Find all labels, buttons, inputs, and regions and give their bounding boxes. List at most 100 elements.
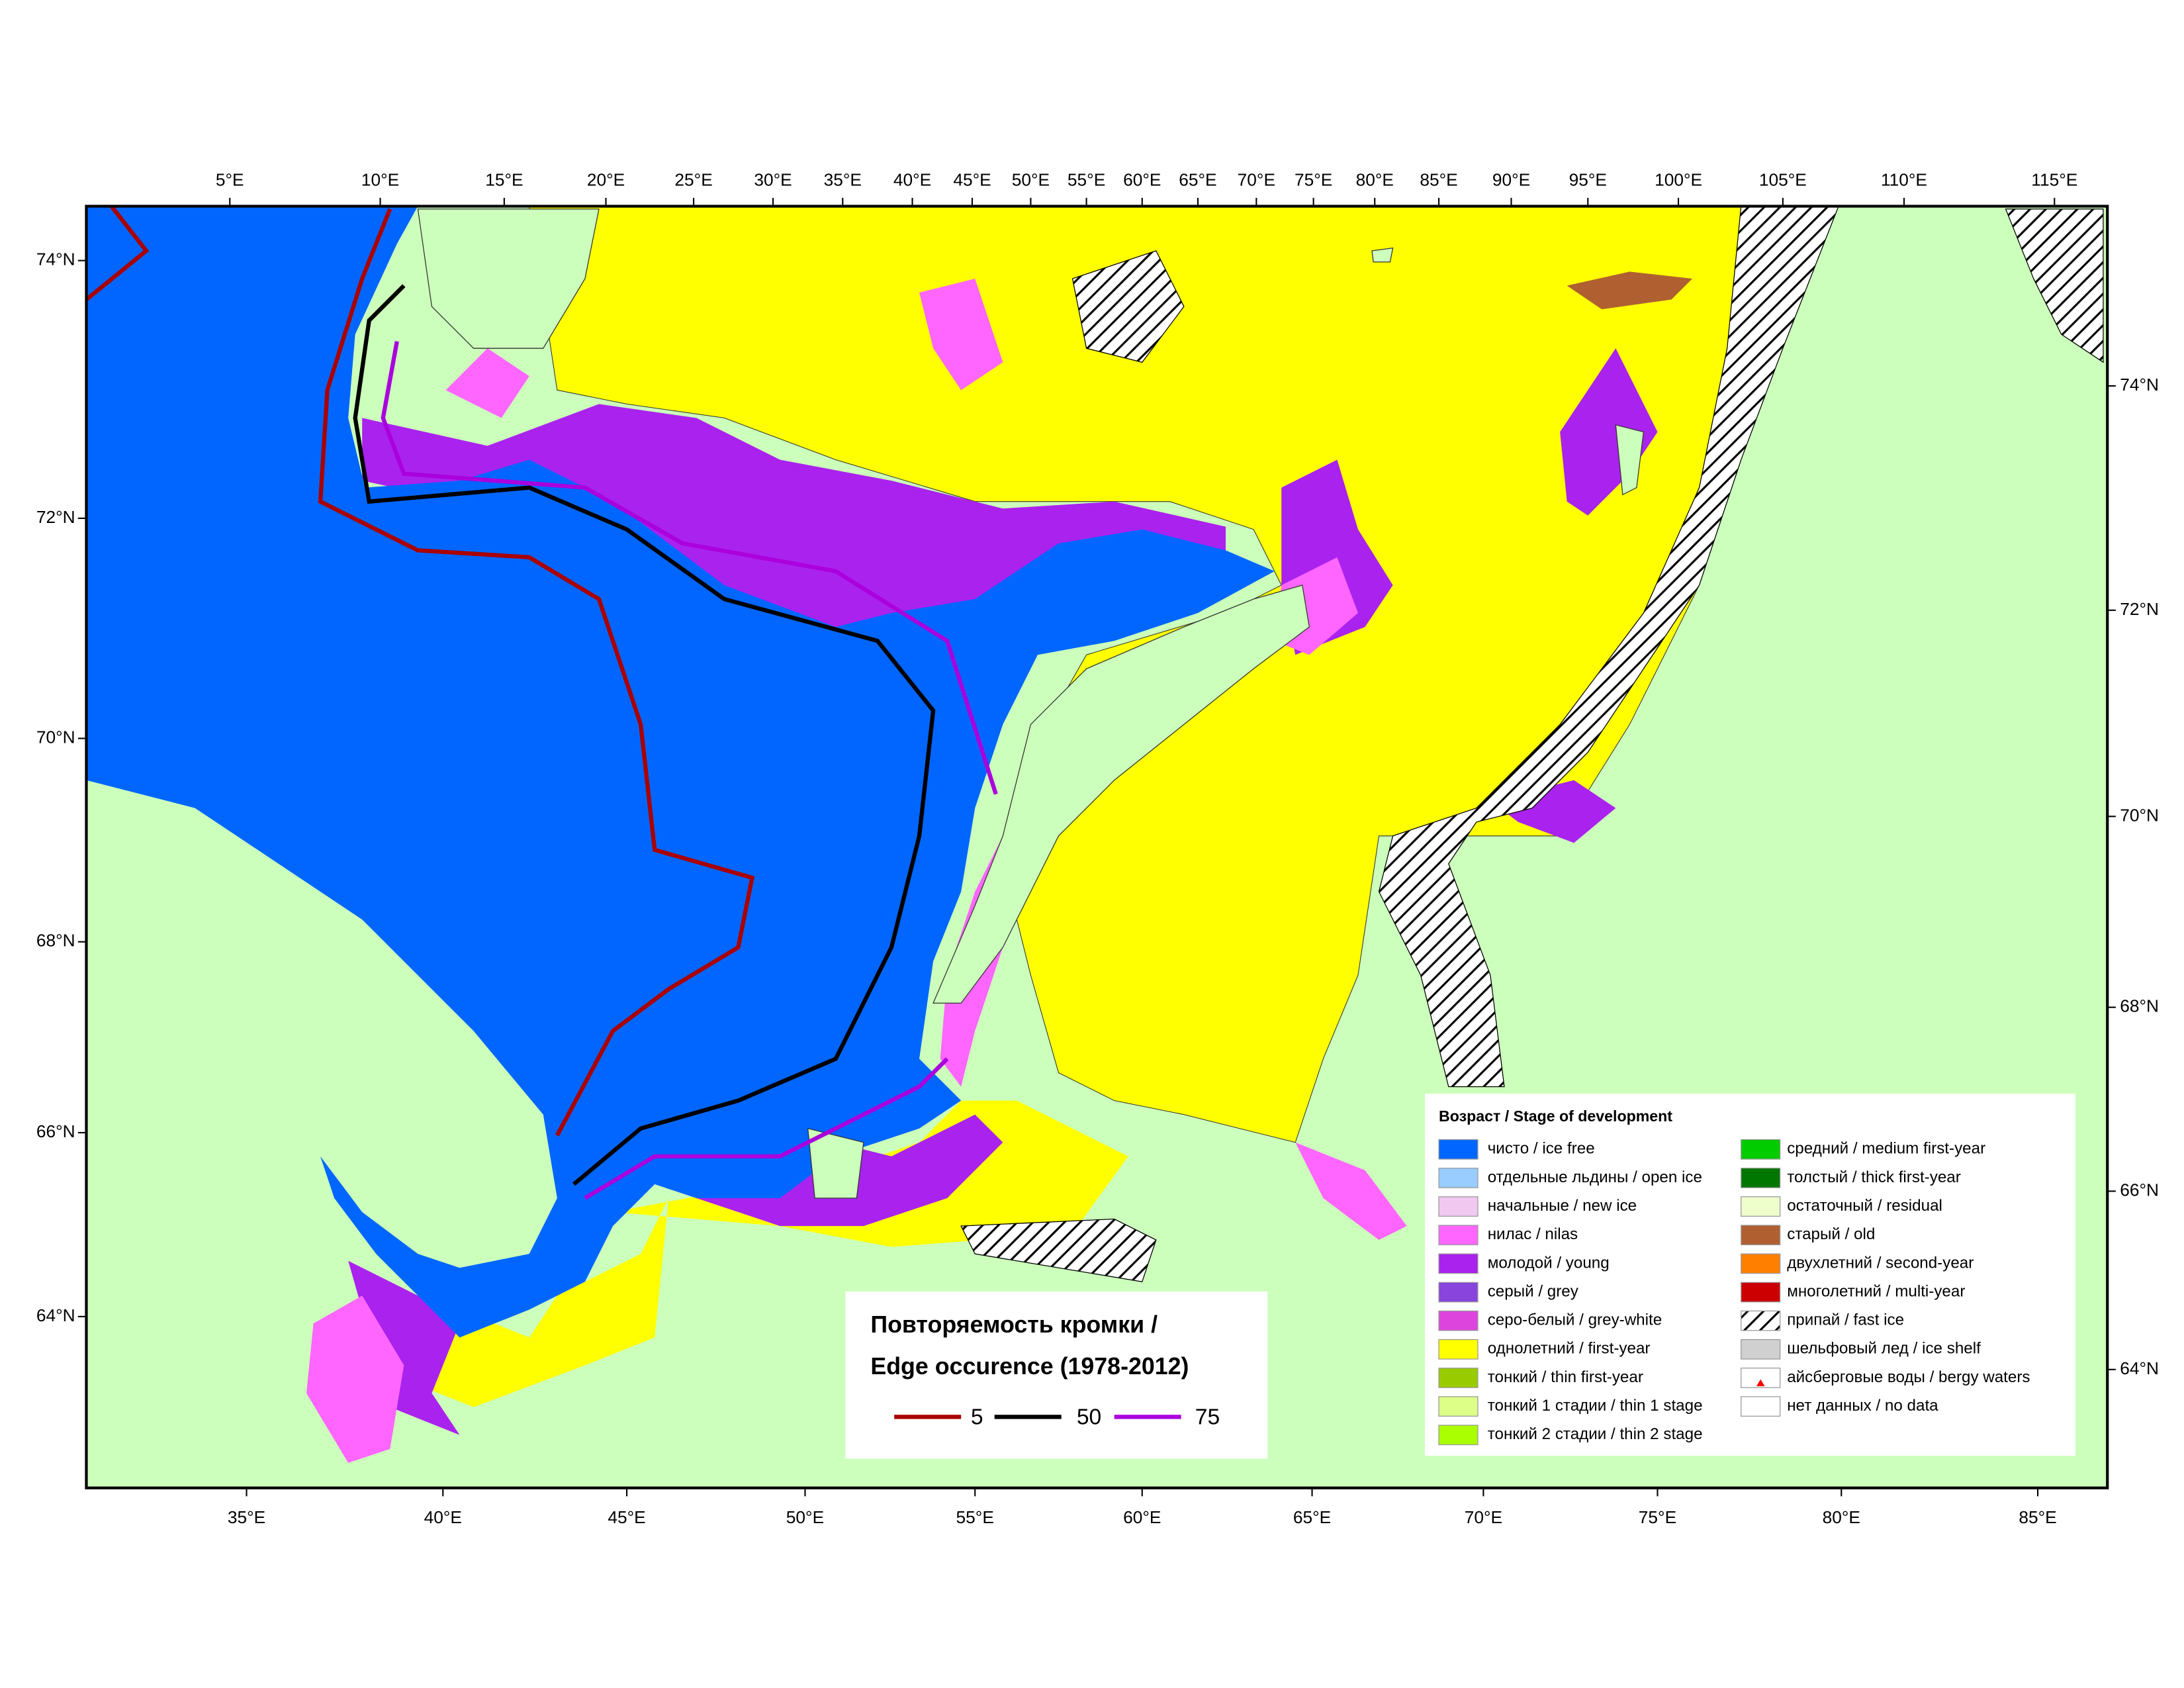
- lat-label: 68°N: [36, 931, 75, 951]
- legend-label: многолетний / multi-year: [1787, 1282, 1965, 1300]
- lon-label: 20°E: [587, 170, 625, 190]
- legend-label: толстый / thick first-year: [1787, 1168, 1961, 1186]
- edge-line-75: [381, 341, 998, 795]
- lat-label: 74°N: [2120, 375, 2159, 395]
- lon-label: 90°E: [1492, 170, 1530, 190]
- edge-legend-title: Повторяемость кромки /: [870, 1311, 1158, 1338]
- lon-label: 25°E: [674, 170, 712, 190]
- lon-label: 75°E: [1295, 170, 1332, 190]
- edge-legend-label: 5: [971, 1405, 983, 1429]
- lon-label: 80°E: [1823, 1507, 1860, 1527]
- map-area: [86, 206, 2108, 1488]
- lon-label: 105°E: [1759, 170, 1807, 190]
- legend-label: молодой / young: [1488, 1254, 1610, 1272]
- legend-label: однолетний / first-year: [1488, 1340, 1651, 1358]
- lon-label: 45°E: [608, 1507, 645, 1527]
- legend-swatch: [1438, 1196, 1479, 1217]
- legend-swatch: [1741, 1396, 1781, 1417]
- lat-label: 72°N: [2120, 599, 2159, 619]
- lon-label: 60°E: [1123, 1507, 1161, 1527]
- lon-label: 35°E: [824, 170, 862, 190]
- edge-line-50: [353, 284, 936, 1186]
- lon-label: 55°E: [956, 1507, 994, 1527]
- legend-label: серо-белый / grey-white: [1488, 1311, 1662, 1329]
- lat-label: 70°N: [36, 727, 75, 747]
- lon-label: 95°E: [1569, 170, 1607, 190]
- lon-label: 65°E: [1179, 170, 1216, 190]
- lon-label: 50°E: [1012, 170, 1050, 190]
- legend-label: тонкий 1 стадии / thin 1 stage: [1488, 1397, 1703, 1415]
- edge-line-5: [318, 208, 755, 1137]
- lon-label: 40°E: [893, 170, 931, 190]
- legend-label: серый / grey: [1488, 1282, 1579, 1300]
- lon-label: 110°E: [1881, 170, 1927, 190]
- legend-swatch: [1741, 1253, 1781, 1274]
- legend-swatch: [1438, 1310, 1479, 1331]
- legend-swatch: [1438, 1139, 1479, 1160]
- legend-swatch: [1741, 1139, 1781, 1160]
- legend-swatch: [1438, 1282, 1479, 1303]
- legend-label: начальные / new ice: [1488, 1197, 1637, 1215]
- novaya-zemlya: [933, 585, 1310, 1004]
- lon-label: 60°E: [1123, 170, 1161, 190]
- legend-label: остаточный / residual: [1787, 1197, 1942, 1215]
- legend-label: припай / fast ice: [1787, 1311, 1904, 1329]
- lon-label: 5°E: [216, 170, 244, 190]
- map-frame: [85, 205, 2109, 1489]
- lat-label: 72°N: [36, 507, 75, 527]
- lon-label: 30°E: [754, 170, 792, 190]
- legend-title: Возраст / Stage of development: [1439, 1107, 1672, 1125]
- edge-legend-label: 75: [1195, 1405, 1220, 1429]
- lon-label: 65°E: [1293, 1507, 1331, 1527]
- legend-swatch: [1741, 1282, 1781, 1303]
- old-ice: [1567, 271, 1693, 310]
- lat-label: 66°N: [36, 1121, 75, 1141]
- legend-swatch: [1741, 1196, 1781, 1217]
- legend-symbol: [1756, 1379, 1765, 1387]
- legend-label: средний / medium first-year: [1787, 1140, 1985, 1158]
- lon-label: 10°E: [361, 170, 399, 190]
- lat-label: 68°N: [2120, 996, 2159, 1016]
- lat-label: 64°N: [2120, 1358, 2159, 1378]
- legend-label: айсберговые воды / bergy waters: [1787, 1368, 2030, 1386]
- edge-legend-label: 50: [1077, 1405, 1101, 1429]
- lon-label: 70°E: [1238, 170, 1275, 190]
- legend-swatch: [1741, 1168, 1781, 1188]
- legend-label: двухлетний / second-year: [1787, 1254, 1974, 1272]
- legend-swatch: [1438, 1396, 1479, 1417]
- edge-line-5: [86, 206, 150, 301]
- lon-label: 55°E: [1068, 170, 1105, 190]
- legend-swatch: [1438, 1368, 1479, 1388]
- legend-label: шельфовый лед / ice shelf: [1787, 1340, 1981, 1358]
- lon-label: 85°E: [1420, 170, 1457, 190]
- edge-line-75: [584, 1057, 949, 1200]
- legend-label: нет данных / no data: [1787, 1397, 1938, 1415]
- lat-label: 70°N: [2120, 805, 2159, 825]
- legend-label: тонкий 2 стадии / thin 2 stage: [1488, 1425, 1703, 1443]
- lon-label: 50°E: [786, 1507, 824, 1527]
- lon-label: 115°E: [2031, 170, 2077, 190]
- fast-ice: [960, 206, 2104, 1282]
- lat-label: 74°N: [36, 250, 75, 269]
- legend-swatch: [1438, 1168, 1479, 1188]
- lon-label: 45°E: [953, 170, 991, 190]
- lon-label: 70°E: [1465, 1507, 1502, 1527]
- legend-label: отдельные льдины / open ice: [1488, 1168, 1702, 1186]
- lat-label: 64°N: [36, 1305, 75, 1325]
- lon-label: 75°E: [1639, 1507, 1676, 1527]
- lon-label: 40°E: [424, 1507, 462, 1527]
- legend-swatch: [1438, 1225, 1479, 1246]
- lon-label: 35°E: [228, 1507, 265, 1527]
- legend-swatch: [1741, 1225, 1781, 1246]
- legend-swatch: [1438, 1253, 1479, 1274]
- edge-legend-box: [845, 1291, 1268, 1459]
- legend-swatch: [1741, 1338, 1781, 1360]
- lon-label: 85°E: [2019, 1507, 2056, 1527]
- ice-free-water: [86, 206, 1275, 1338]
- legend-swatch: [1438, 1425, 1479, 1446]
- edge-legend-title: Edge occurence (1978-2012): [870, 1353, 1189, 1380]
- lon-label: 100°E: [1655, 170, 1702, 190]
- lon-label: 15°E: [485, 170, 523, 190]
- lat-label: 66°N: [2120, 1180, 2159, 1199]
